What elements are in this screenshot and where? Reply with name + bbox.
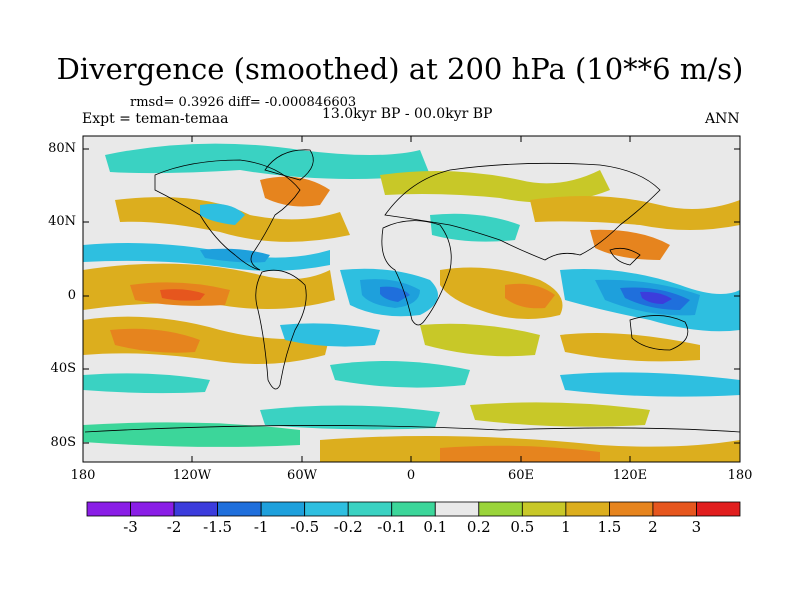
y-tick-label: 80S bbox=[50, 435, 76, 450]
colorbar-box bbox=[521, 501, 567, 517]
y-tick-label: 80N bbox=[48, 141, 76, 156]
colorbar-label: 1.5 bbox=[597, 518, 622, 536]
x-tick-label: 120E bbox=[612, 468, 648, 483]
colorbar-box bbox=[609, 501, 654, 517]
colorbar-label: -3 bbox=[123, 518, 138, 536]
colorbar-box bbox=[652, 501, 697, 517]
colorbar-label: 1 bbox=[561, 518, 571, 536]
experiment-label: Expt = teman-temaa bbox=[82, 111, 229, 127]
x-tick-label: 180 bbox=[70, 468, 96, 483]
y-tick-label: 40S bbox=[50, 361, 76, 376]
x-tick-label: 120W bbox=[172, 468, 212, 483]
colorbar-box bbox=[304, 501, 349, 517]
stats-text: rmsd= 0.3926 diff= -0.000846603 bbox=[130, 95, 357, 110]
colorbar-label: -0.1 bbox=[377, 518, 407, 536]
y-tick-label: 0 bbox=[67, 288, 76, 303]
colorbar-box bbox=[478, 501, 523, 517]
coastlines bbox=[84, 149, 740, 433]
colorbar-label: -2 bbox=[166, 518, 182, 536]
map-title: Divergence (smoothed) at 200 hPa (10**6 … bbox=[56, 52, 744, 86]
colorbar-label: 0.1 bbox=[423, 518, 448, 536]
colorbar bbox=[86, 501, 741, 517]
colorbar-box bbox=[565, 501, 610, 517]
colorbar-label: -0.5 bbox=[290, 518, 320, 536]
colorbar-box bbox=[260, 501, 306, 517]
colorbar-label: -0.2 bbox=[333, 518, 363, 536]
y-tick-label: 40N bbox=[48, 214, 76, 229]
x-tick-label: 0 bbox=[406, 468, 416, 483]
map-field bbox=[83, 136, 740, 462]
colorbar-label: 2 bbox=[648, 518, 658, 536]
colorbar-box bbox=[217, 501, 262, 517]
colorbar-box bbox=[86, 501, 131, 517]
x-tick-label: 60W bbox=[287, 468, 317, 483]
colorbar-label: 0.5 bbox=[510, 518, 535, 536]
colorbar-box bbox=[391, 501, 436, 517]
colorbar-box bbox=[347, 501, 393, 517]
season-label: ANN bbox=[705, 111, 740, 127]
colorbar-label: -1.5 bbox=[203, 518, 233, 536]
x-tick-label: 60E bbox=[507, 468, 535, 483]
colorbar-box bbox=[130, 501, 175, 517]
colorbar-box bbox=[696, 501, 741, 517]
colorbar-label: 3 bbox=[691, 518, 702, 536]
axis-ticks bbox=[83, 136, 740, 462]
colorbar-label: -1 bbox=[253, 518, 269, 536]
colorbar-box bbox=[434, 501, 480, 517]
x-tick-label: 180 bbox=[727, 468, 753, 483]
colorbar-box bbox=[173, 501, 218, 517]
period-label: 13.0kyr BP - 00.0kyr BP bbox=[322, 106, 493, 122]
colorbar-label: 0.2 bbox=[466, 518, 491, 536]
